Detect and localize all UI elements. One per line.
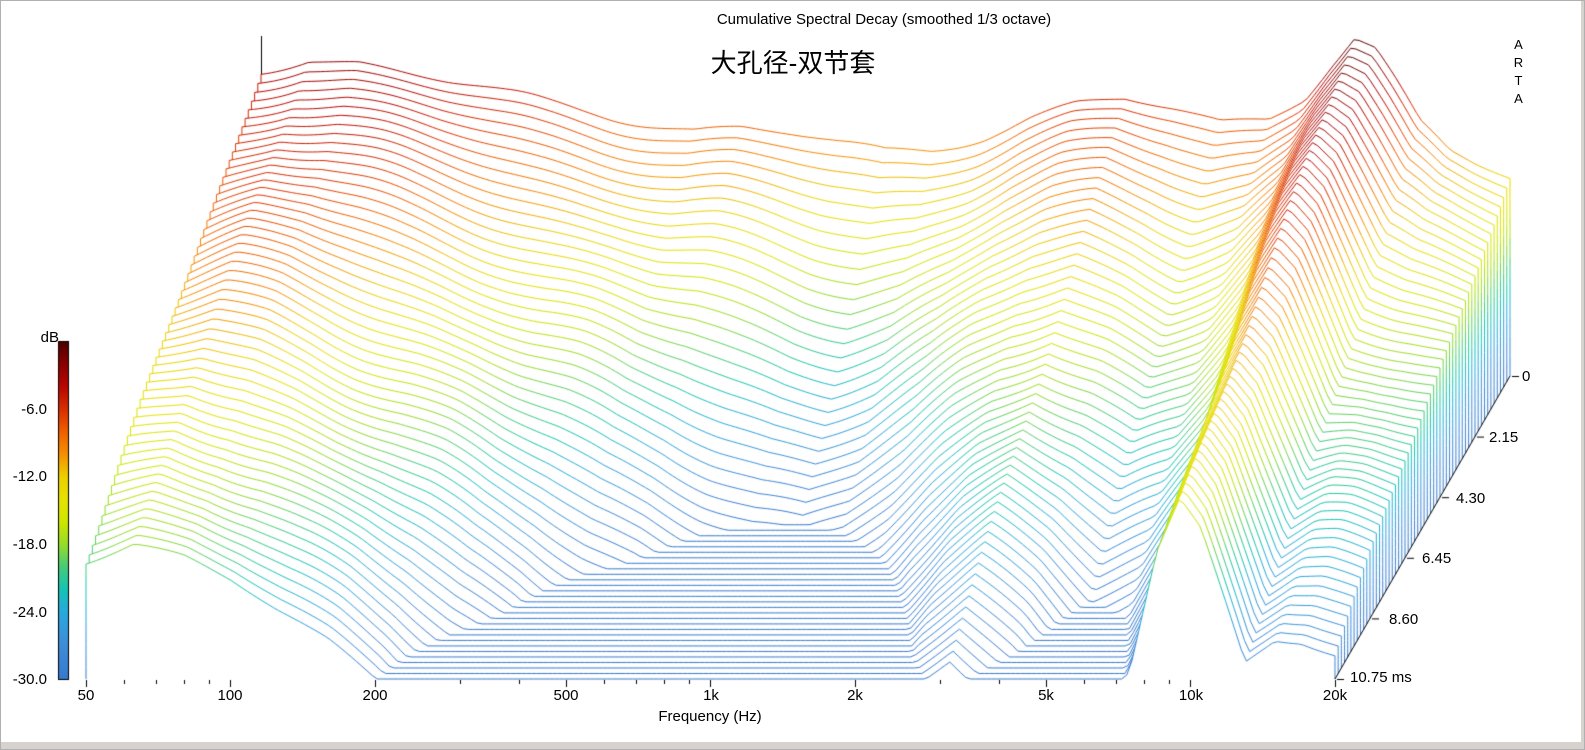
time-tick-label: 4.30 [1456, 490, 1486, 507]
time-tick-label: 2.15 [1489, 429, 1519, 446]
chart-title: Cumulative Spectral Decay (smoothed 1/3 … [716, 11, 1052, 28]
window-edge [1581, 1, 1584, 749]
time-tick-label: 6.45 [1422, 550, 1452, 567]
db-tick-label: -18.0 [12, 536, 47, 553]
db-tick-label: -6.0 [21, 401, 47, 418]
x-tick-label: 20k [1322, 687, 1348, 704]
x-tick-label: 200 [362, 687, 388, 704]
chart-subtitle: 大孔径-双节套 [710, 48, 876, 78]
time-tick-label: 8.60 [1389, 611, 1419, 628]
x-tick-label: 10k [1178, 687, 1204, 704]
x-tick-label: 1k [703, 687, 719, 704]
time-tick-label: 10.75 ms [1350, 669, 1412, 686]
x-tick-label: 50 [77, 687, 95, 704]
window-edge [1, 742, 1584, 749]
db-tick-label: -24.0 [12, 604, 47, 621]
db-axis-unit-label: dB [40, 329, 59, 346]
arta-brand-label: ARTA [1511, 37, 1526, 109]
x-tick-label: 5k [1038, 687, 1054, 704]
db-tick-label: -12.0 [12, 468, 47, 485]
x-axis-title: Frequency (Hz) [658, 708, 762, 725]
db-tick-label: -30.0 [12, 671, 47, 688]
x-tick-label: 100 [217, 687, 243, 704]
x-tick-label: 2k [847, 687, 863, 704]
time-tick-label: 0 [1522, 368, 1531, 385]
x-tick-label: 500 [553, 687, 579, 704]
